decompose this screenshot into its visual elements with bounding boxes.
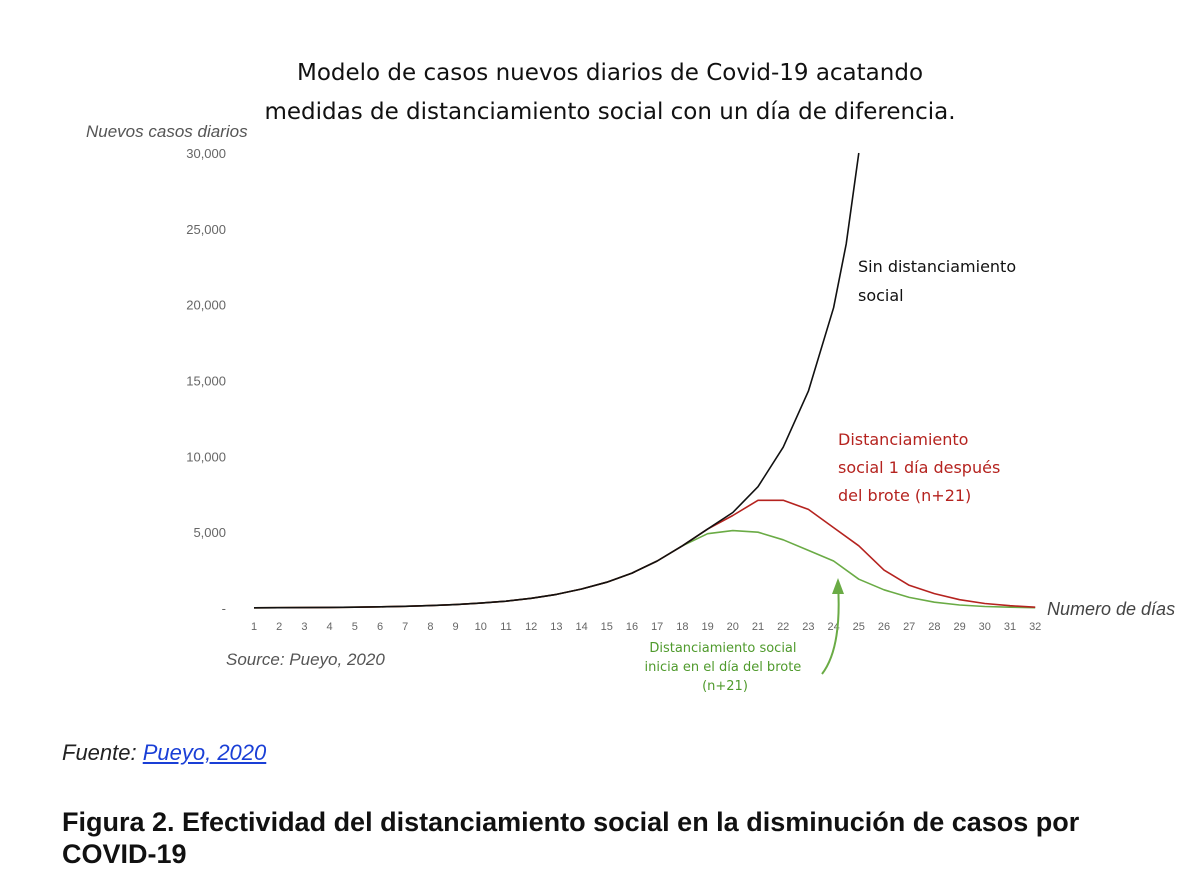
annotation-red-line-1: Distanciamiento <box>838 430 968 449</box>
x-tick-label: 17 <box>651 621 663 633</box>
y-axis-label: Nuevos casos diarios <box>86 122 248 141</box>
annotation-distanciamiento-dia-brote: Distanciamiento social inicia en el día … <box>645 641 806 694</box>
fuente-line: Fuente: Pueyo, 2020 <box>62 740 266 766</box>
x-tick-label: 6 <box>377 621 383 633</box>
chart-title-line-2: medidas de distanciamiento social con un… <box>264 99 955 125</box>
x-tick-label: 28 <box>928 621 940 633</box>
x-tick-label: 9 <box>453 621 459 633</box>
y-tick-label: 15,000 <box>186 374 226 389</box>
x-tick-label: 15 <box>601 621 613 633</box>
series-lines <box>253 152 1036 609</box>
series-line-0 <box>253 152 860 609</box>
x-tick-label: 31 <box>1004 621 1016 633</box>
y-tick-labels: - 5,000 10,000 15,000 20,000 25,000 30,000 <box>186 146 226 616</box>
x-tick-label: 22 <box>777 621 789 633</box>
x-tick-labels: 1 2 3 4 5 6 7 8 9 10 11 12 13 14 15 16 17 18 19 20 21 22 23 24 2… <box>251 621 1041 633</box>
x-tick-label: 29 <box>953 621 965 633</box>
y-tick-label: 10,000 <box>186 449 226 464</box>
x-tick-label: 30 <box>979 621 991 633</box>
fuente-prefix: Fuente: <box>62 740 143 765</box>
annotation-red-line-2: social 1 día después <box>838 458 1000 477</box>
annotation-distanciamiento-1-dia: Distanciamiento social 1 día después del… <box>838 430 1005 505</box>
x-tick-label: 19 <box>701 621 713 633</box>
x-tick-label: 7 <box>402 621 408 633</box>
annotation-green-arrow <box>821 583 840 675</box>
fuente-link[interactable]: Pueyo, 2020 <box>142 740 267 765</box>
x-tick-label: 1 <box>251 621 257 633</box>
y-tick-label: 20,000 <box>186 298 226 313</box>
x-tick-label: 13 <box>550 621 562 633</box>
x-tick-label: 14 <box>575 621 587 633</box>
annotation-sin-distanciamiento: Sin distanciamiento social <box>858 257 1021 305</box>
annotation-green-line-2: inicia en el día del brote <box>645 660 802 675</box>
x-tick-label: 20 <box>727 621 739 633</box>
x-tick-label: 18 <box>676 621 688 633</box>
series-line-2 <box>253 529 1036 609</box>
y-tick-label: 30,000 <box>186 146 226 161</box>
annotation-red-line-3: del brote (n+21) <box>838 486 971 505</box>
x-tick-label: 23 <box>802 621 814 633</box>
chart-title-line-1: Modelo de casos nuevos diarios de Covid-… <box>297 60 923 86</box>
source-note: Source: Pueyo, 2020 <box>226 650 385 669</box>
x-tick-label: 3 <box>301 621 307 633</box>
figure-caption: Figura 2. Efectividad del distanciamient… <box>62 807 1080 869</box>
x-tick-label: 21 <box>752 621 764 633</box>
x-tick-label: 27 <box>903 621 915 633</box>
y-tick-label: 25,000 <box>186 222 226 237</box>
x-tick-label: 32 <box>1029 621 1041 633</box>
y-tick-label: 5,000 <box>193 525 226 540</box>
x-tick-label: 10 <box>475 621 487 633</box>
x-axis-label: Numero de días <box>1047 599 1175 619</box>
series-line-1 <box>253 499 1036 609</box>
annotation-green-arrowhead <box>832 578 844 594</box>
annotation-black-line-2: social <box>858 286 904 305</box>
annotation-green-line-3: (n+21) <box>702 679 748 694</box>
x-tick-label: 26 <box>878 621 890 633</box>
annotation-green-line-1: Distanciamiento social <box>649 641 796 656</box>
x-tick-label: 11 <box>500 621 511 633</box>
x-tick-label: 5 <box>352 621 358 633</box>
x-tick-label: 12 <box>525 621 537 633</box>
x-tick-label: 4 <box>327 621 333 633</box>
x-tick-label: 25 <box>853 621 865 633</box>
chart: Modelo de casos nuevos diarios de Covid-… <box>86 60 1175 694</box>
x-tick-label: 8 <box>427 621 433 633</box>
annotation-black-line-1: Sin distanciamiento <box>858 257 1016 276</box>
y-tick-label: - <box>222 601 226 616</box>
x-tick-label: 2 <box>276 621 282 633</box>
x-tick-label: 16 <box>626 621 638 633</box>
